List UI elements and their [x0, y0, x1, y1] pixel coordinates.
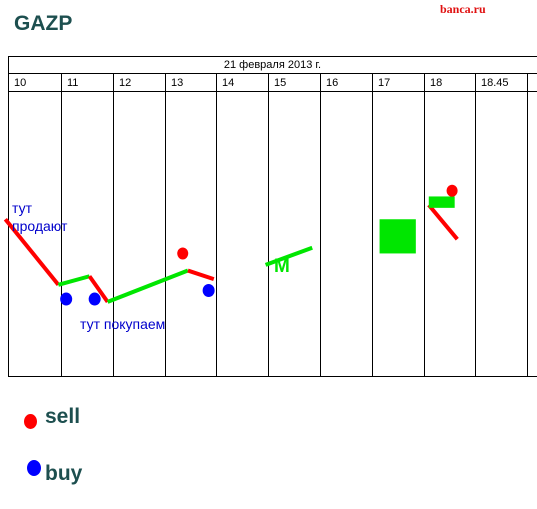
chart-series [3, 184, 459, 306]
up-trend-segment [106, 268, 189, 304]
chart-ticker-title: GAZP [14, 12, 73, 35]
x-tick-label: 16 [326, 77, 338, 89]
down-trend-segment [3, 217, 60, 287]
sell-signal-dot [177, 247, 189, 260]
x-tick-label: 18 [430, 77, 442, 89]
x-tick-label: 15 [274, 77, 286, 89]
legend-sell-label: sell [45, 405, 81, 428]
buy-signal-dot [88, 292, 101, 306]
buy-signal-dot [202, 284, 215, 297]
annotation-buy-zone: тут покупаем [80, 316, 165, 332]
annotation-line: продают [12, 218, 68, 234]
chart-labels: 21 февраля 2013 г. 10 11 12 13 14 15 16 17 18 18.4… [12, 59, 509, 332]
chart-grid [8, 56, 537, 377]
x-tick-label: 11 [67, 77, 78, 89]
up-trend-segment [264, 245, 313, 267]
annotation-line: тут покупаем [80, 316, 165, 332]
price-block [428, 196, 455, 208]
x-tick-label: 12 [119, 77, 131, 89]
x-tick-label: 14 [222, 77, 234, 89]
annotation-m-mark: M [274, 256, 290, 277]
price-block [379, 219, 416, 254]
annotation-line: M [274, 256, 290, 277]
x-tick-label: 17 [378, 77, 390, 89]
up-trend-segment [57, 274, 91, 287]
down-trend-segment [187, 268, 215, 281]
chart-date-title: 21 февраля 2013 г. [224, 59, 321, 71]
x-tick-label: 13 [171, 77, 183, 89]
down-trend-segment [87, 275, 110, 304]
legend-sell-marker [24, 414, 37, 429]
sell-signal-dot [446, 184, 458, 197]
legend-buy-marker [27, 460, 41, 476]
x-tick-label: 18.45 [481, 77, 509, 89]
annotation-line: тут [12, 200, 33, 216]
down-trend-segment [427, 203, 459, 241]
legend-buy-label: buy [45, 462, 83, 485]
brand-watermark: banca.ru [440, 2, 486, 16]
annotation-sell-zone: тут продают [12, 200, 68, 234]
buy-signal-dot [60, 292, 73, 306]
x-tick-label: 10 [14, 77, 26, 89]
